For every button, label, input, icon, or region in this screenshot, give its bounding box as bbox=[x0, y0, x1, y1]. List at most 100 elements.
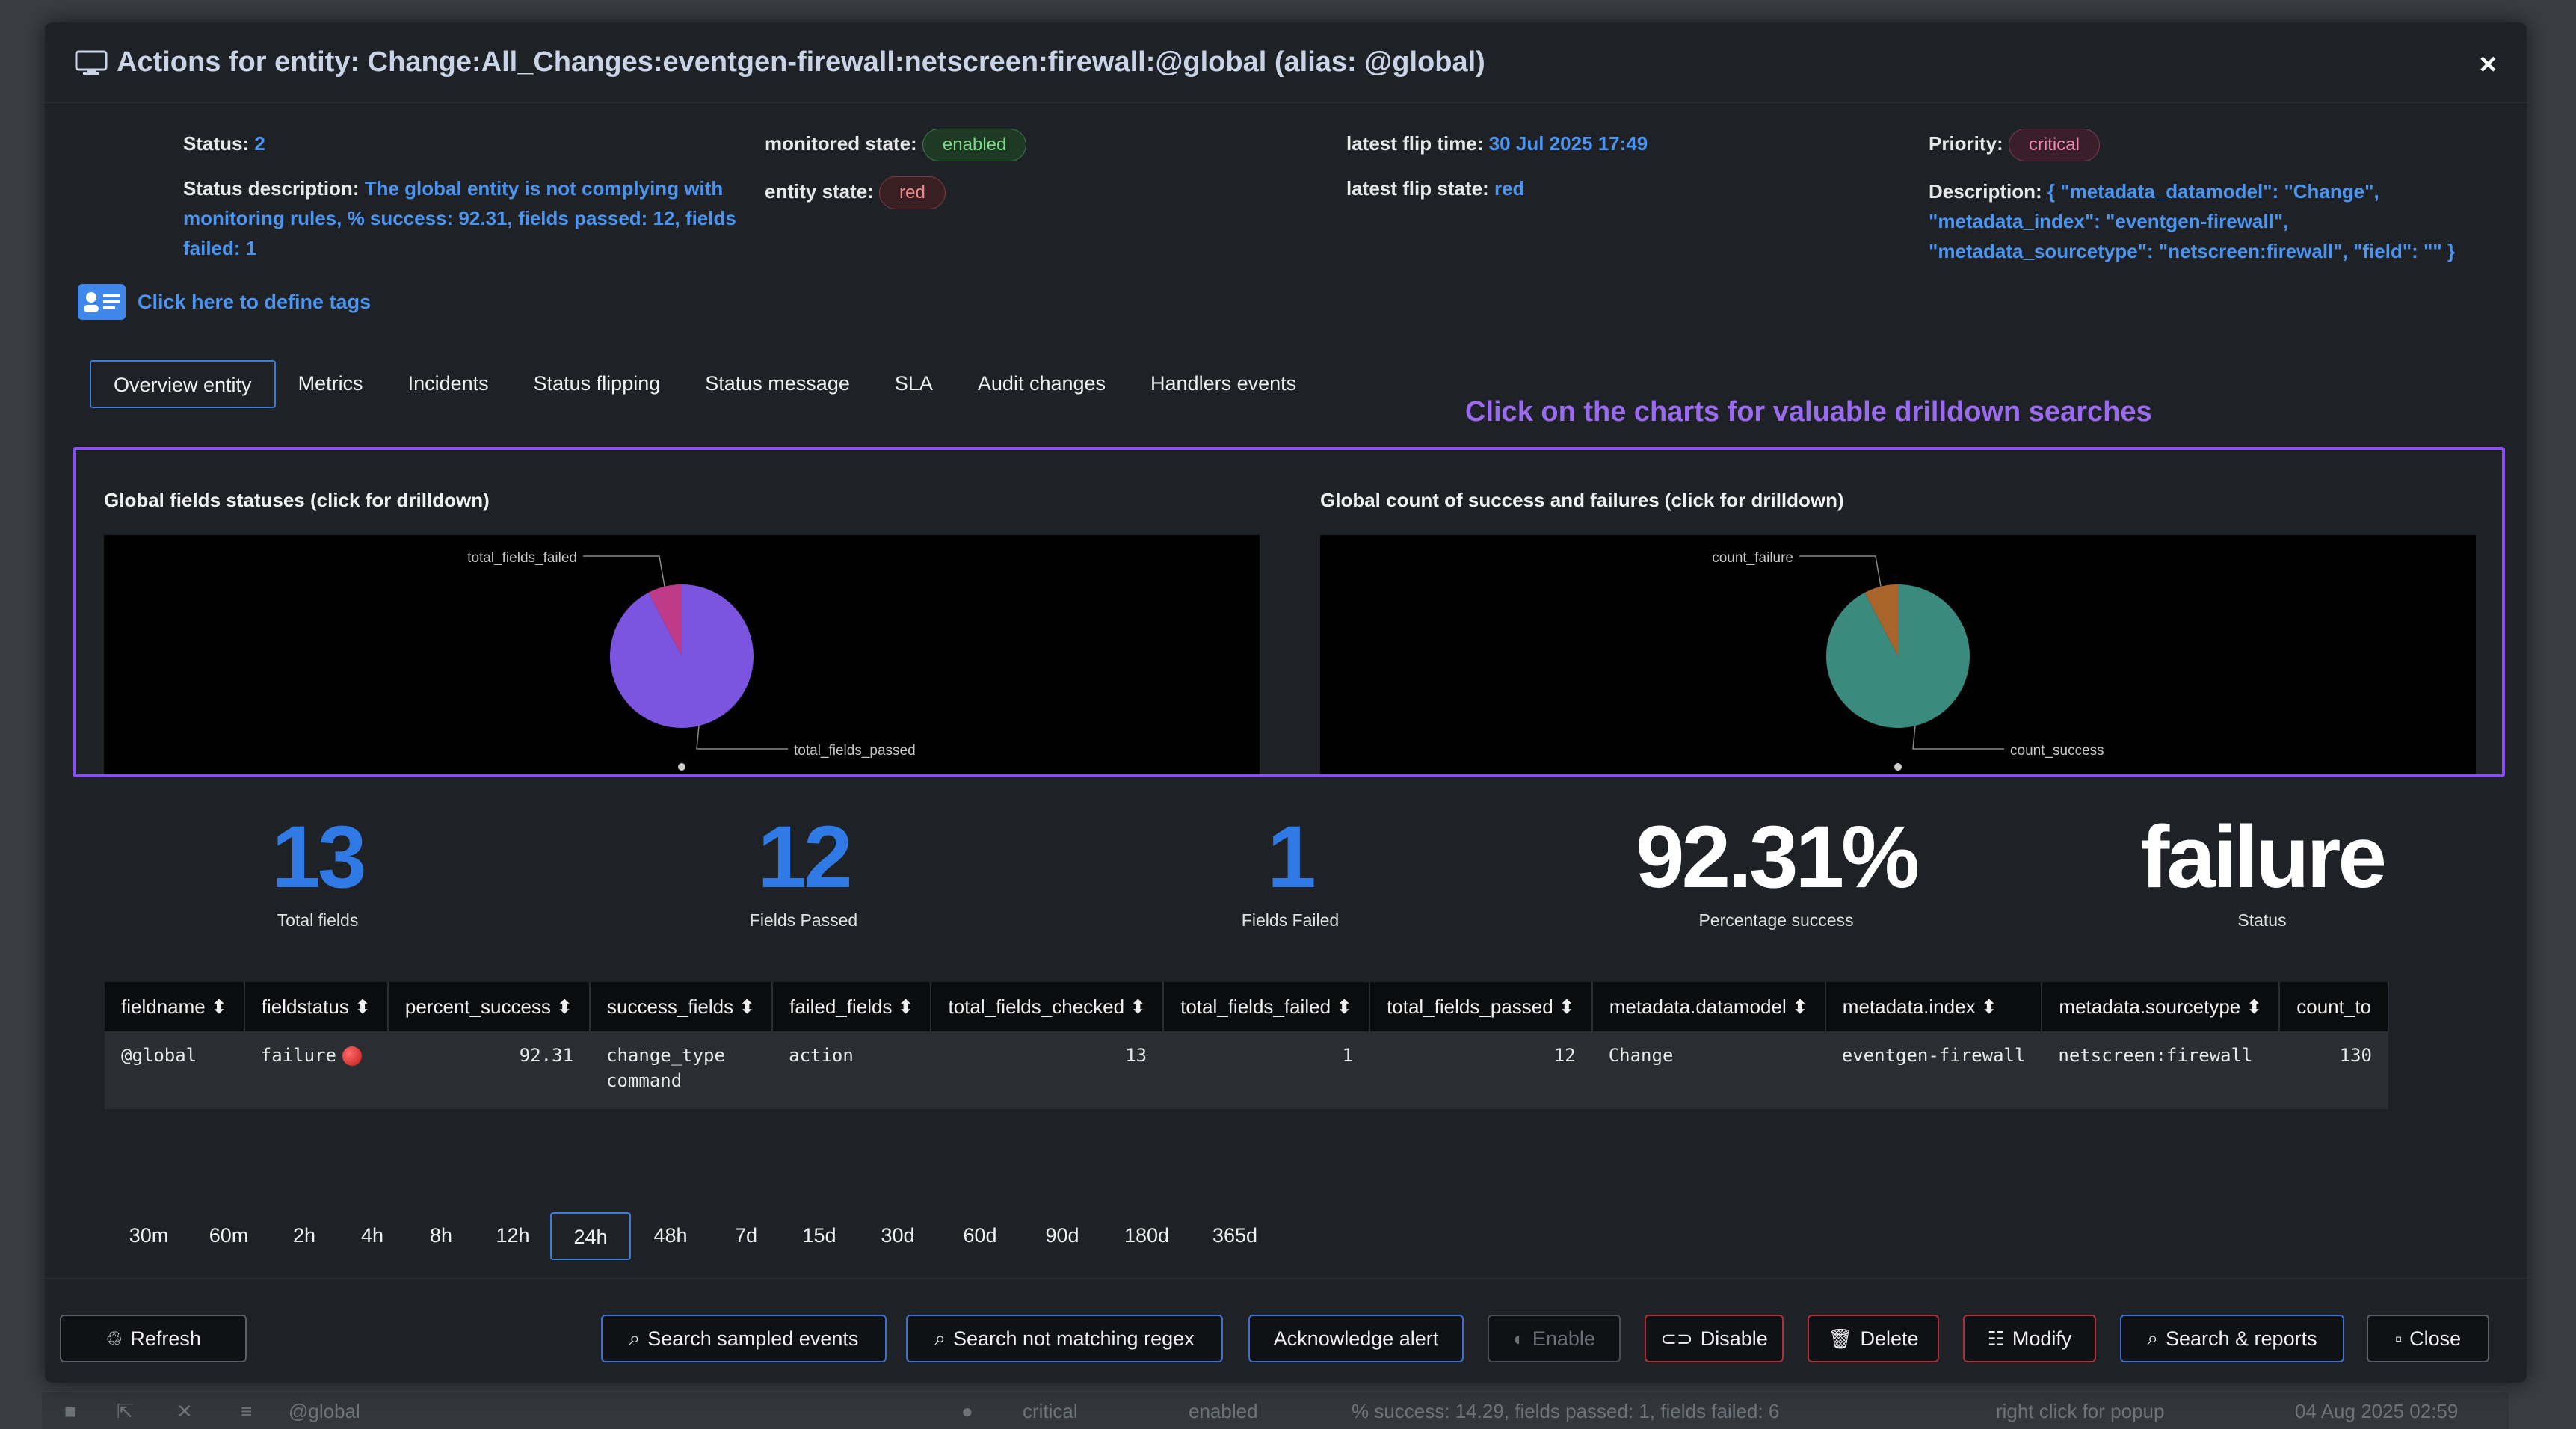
time-range-48h[interactable]: 48h bbox=[653, 1224, 688, 1247]
pie-chart-fields-statuses[interactable]: total_fields_failed total_fields_passed bbox=[104, 535, 1260, 774]
time-range-30m[interactable]: 30m bbox=[129, 1224, 169, 1247]
col-metadata-index[interactable]: metadata.index ⬍ bbox=[1825, 982, 2043, 1031]
modify-button[interactable]: ☷ Modify bbox=[1963, 1315, 2096, 1362]
col-success-fields[interactable]: success_fields ⬍ bbox=[590, 982, 774, 1031]
col-metadata-sourcetype[interactable]: metadata.sourcetype ⬍ bbox=[2042, 982, 2281, 1031]
time-range-365d[interactable]: 365d bbox=[1212, 1224, 1258, 1247]
bg-row-state: enabled bbox=[1189, 1400, 1258, 1422]
tab-overview-entity[interactable]: Overview entity bbox=[90, 360, 276, 408]
col-total-fields-checked[interactable]: total_fields_checked ⬍ bbox=[931, 982, 1165, 1031]
kpi-total-fields-value: 13 bbox=[271, 808, 366, 907]
time-range-90d[interactable]: 90d bbox=[1045, 1224, 1079, 1247]
tab-status-flipping[interactable]: Status flipping bbox=[533, 372, 661, 395]
leader-line-total_fields_failed bbox=[583, 555, 665, 587]
modal-header: Actions for entity: Change:All_Changes:e… bbox=[45, 22, 2527, 103]
time-range-12h[interactable]: 12h bbox=[496, 1224, 530, 1247]
time-range-60m[interactable]: 60m bbox=[209, 1224, 249, 1247]
tab-metrics[interactable]: Metrics bbox=[298, 372, 363, 395]
col-metadata-datamodel[interactable]: metadata.datamodel ⬍ bbox=[1591, 982, 1826, 1031]
kpi-fields-failed: 1 Fields Failed bbox=[1103, 809, 1477, 930]
toggle-icon: ⊂⊃ bbox=[1660, 1327, 1693, 1350]
time-range-2h[interactable]: 2h bbox=[292, 1224, 316, 1247]
cell-metadata-index: eventgen-firewall bbox=[1825, 1031, 2042, 1109]
disable-button[interactable]: ⊂⊃ Disable bbox=[1645, 1315, 1784, 1362]
acknowledge-alert-button[interactable]: Acknowledge alert bbox=[1248, 1315, 1464, 1362]
table-row[interactable]: @global failure 92.31 change_type command… bbox=[105, 1031, 2389, 1109]
tab-status-message[interactable]: Status message bbox=[705, 372, 850, 395]
col-failed-fields[interactable]: failed_fields ⬍ bbox=[772, 982, 932, 1031]
col-total-fields-passed[interactable]: total_fields_passed ⬍ bbox=[1369, 982, 1593, 1031]
leader-line-count_failure bbox=[1799, 555, 1882, 587]
latest-flip-state-field: latest flip state: red bbox=[1346, 173, 1524, 203]
tab-handlers-events[interactable]: Handlers events bbox=[1150, 372, 1297, 395]
cell-total-fields-failed: 1 bbox=[1163, 1031, 1370, 1109]
enable-button: ◐ Enable bbox=[1488, 1315, 1621, 1362]
latest-flip-time-label: latest flip time: bbox=[1346, 132, 1484, 155]
recycle-icon: ♲ bbox=[105, 1327, 123, 1350]
pie-slice-count_success[interactable] bbox=[1826, 584, 1970, 728]
time-range-7d[interactable]: 7d bbox=[734, 1224, 758, 1247]
define-tags-link[interactable]: Click here to define tags bbox=[78, 284, 371, 320]
entity-actions-modal: Actions for entity: Change:All_Changes:e… bbox=[45, 22, 2527, 1383]
modal-footer: ♲ Refresh ⌕ Search sampled events ⌕ Search … bbox=[45, 1278, 2527, 1383]
pie-chart-success-failures[interactable]: count_failure count_success bbox=[1320, 535, 2476, 774]
bg-row-dot: ● bbox=[961, 1400, 973, 1422]
time-range-8h[interactable]: 8h bbox=[429, 1224, 453, 1247]
kpi-status: failure Status bbox=[2075, 809, 2449, 930]
pie-label-total_fields_failed: total_fields_failed bbox=[467, 550, 577, 566]
bg-row-icon: ■ bbox=[64, 1400, 76, 1422]
charts-panel: Global fields statuses (click for drilld… bbox=[73, 447, 2505, 777]
cell-percent-success: 92.31 bbox=[387, 1031, 591, 1109]
time-range-30d[interactable]: 30d bbox=[881, 1224, 915, 1247]
kpi-percentage-success-label: Percentage success bbox=[1698, 910, 1854, 930]
col-fieldstatus[interactable]: fieldstatus ⬍ bbox=[244, 982, 389, 1031]
tab-audit-changes[interactable]: Audit changes bbox=[977, 372, 1106, 395]
time-range-180d[interactable]: 180d bbox=[1124, 1224, 1170, 1247]
cell-count-total: 130 bbox=[2279, 1031, 2389, 1109]
search-sampled-events-button[interactable]: ⌕ Search sampled events bbox=[601, 1315, 887, 1362]
pager-dot bbox=[1894, 763, 1902, 771]
search-not-matching-regex-button[interactable]: ⌕ Search not matching regex bbox=[906, 1315, 1223, 1362]
latest-flip-state-value: red bbox=[1494, 177, 1525, 200]
chart-success-failures[interactable]: count_failure count_success bbox=[1320, 535, 2476, 774]
col-fieldname[interactable]: fieldname ⬍ bbox=[105, 982, 245, 1031]
tab-incidents[interactable]: Incidents bbox=[407, 372, 489, 395]
cell-total-fields-checked: 13 bbox=[931, 1031, 1164, 1109]
time-range-4h[interactable]: 4h bbox=[360, 1224, 384, 1247]
priority-badge: critical bbox=[2008, 129, 2100, 162]
kpi-fields-failed-label: Fields Failed bbox=[1241, 910, 1340, 930]
delete-button[interactable]: 🗑 Delete bbox=[1808, 1315, 1939, 1362]
time-range-15d[interactable]: 15d bbox=[802, 1224, 836, 1247]
kpi-percentage-success: 92.31% Percentage success bbox=[1589, 809, 1963, 930]
time-range-24h[interactable]: 24h bbox=[550, 1212, 631, 1260]
sort-icon: ⬍ bbox=[1980, 995, 1997, 1018]
close-icon[interactable]: × bbox=[2479, 48, 2497, 81]
pie-slice-total_fields_passed[interactable] bbox=[610, 584, 754, 728]
chart-fields-statuses[interactable]: total_fields_failed total_fields_passed bbox=[104, 535, 1260, 774]
time-range-60d[interactable]: 60d bbox=[963, 1224, 997, 1247]
cell-total-fields-passed: 12 bbox=[1369, 1031, 1592, 1109]
cell-fieldstatus: failure bbox=[244, 1031, 388, 1109]
id-card-icon bbox=[78, 284, 126, 320]
sort-icon: ⬍ bbox=[1558, 995, 1575, 1018]
entity-table: fieldname ⬍ fieldstatus ⬍ percent_succes… bbox=[105, 982, 2474, 1132]
kpi-fields-passed-value: 12 bbox=[757, 808, 852, 907]
leader-line-count_success bbox=[1912, 726, 2004, 750]
red-status-dot-icon bbox=[342, 1046, 362, 1066]
status-description-value: The global entity is not complying with … bbox=[183, 177, 736, 259]
pie-slice-total_fields_failed[interactable] bbox=[648, 584, 682, 656]
col-count-total[interactable]: count_to bbox=[2279, 982, 2390, 1031]
description-field: Description: { "metadata_datamodel": "Ch… bbox=[1929, 176, 2467, 266]
priority-label: Priority: bbox=[1929, 132, 2003, 155]
col-percent-success[interactable]: percent_success ⬍ bbox=[387, 982, 591, 1031]
col-total-fields-failed[interactable]: total_fields_failed ⬍ bbox=[1163, 982, 1371, 1031]
sort-icon: ⬍ bbox=[1791, 995, 1808, 1018]
entity-state-label: entity state: bbox=[765, 180, 874, 203]
tab-sla[interactable]: SLA bbox=[894, 372, 933, 395]
description-value: { "metadata_datamodel": "Change", "metad… bbox=[1929, 180, 2456, 262]
pie-slice-count_failure[interactable] bbox=[1864, 584, 1898, 656]
refresh-button[interactable]: ♲ Refresh bbox=[60, 1315, 247, 1362]
search-and-reports-button[interactable]: ⌕ Search & reports bbox=[2120, 1315, 2344, 1362]
sort-icon: ⬍ bbox=[1336, 995, 1353, 1018]
close-button[interactable]: ▫ Close bbox=[2367, 1315, 2489, 1362]
